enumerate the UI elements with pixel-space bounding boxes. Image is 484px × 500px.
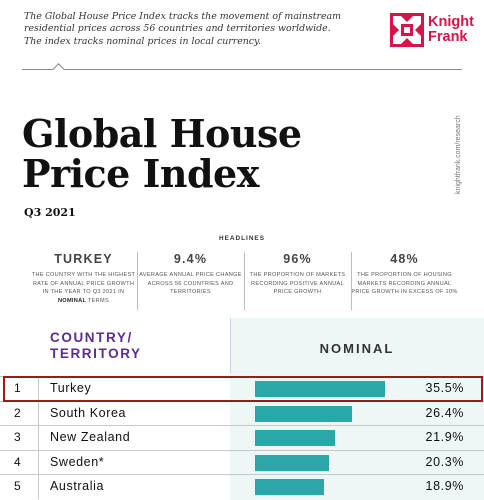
row-divider (38, 450, 39, 475)
column-header-line: COUNTRY/ (50, 330, 133, 345)
stat-description: THE COUNTRY WITH THE HIGHEST RATE OF ANN… (31, 272, 136, 304)
divider-notch (52, 63, 65, 76)
page-title-line: Price Index (22, 151, 259, 196)
quarter-label: Q3 2021 (24, 206, 76, 219)
table-row: 4 Sweden* 20.3% (0, 449, 484, 475)
ranking-table: COUNTRY/ TERRITORY NOMINAL 1 Turkey 35.5% 2… (0, 318, 484, 500)
intro-text: The Global House Price Index tracks the … (24, 11, 364, 48)
side-url-text: knightfrank.com/research (455, 115, 462, 194)
row-bar (255, 454, 330, 471)
knight-frank-logo: Knight Frank (390, 13, 474, 47)
column-header-line: TERRITORY (50, 346, 142, 361)
row-divider (38, 426, 39, 450)
divider-rule (22, 69, 462, 70)
row-rank: 5 (14, 479, 21, 493)
stat-description: AVERAGE ANNUAL PRICE CHANGE ACROSS 56 CO… (139, 272, 242, 296)
stat-block: 48% THE PROPORTION OF HOUSING MARKETS RE… (351, 248, 458, 310)
stat-block: 96% THE PROPORTION OF MARKETS RECORDING … (244, 248, 351, 310)
row-country: Sweden* (50, 454, 105, 469)
header-divider (230, 318, 231, 373)
table-row: 2 South Korea 26.4% (0, 400, 484, 426)
row-country: Australia (50, 479, 105, 493)
headline-stats: TURKEY THE COUNTRY WITH THE HIGHEST RATE… (30, 248, 460, 310)
stat-block: 9.4% AVERAGE ANNUAL PRICE CHANGE ACROSS … (137, 248, 244, 310)
row-value: 26.4% (425, 405, 464, 420)
stat-description: THE PROPORTION OF MARKETS RECORDING POSI… (249, 272, 346, 296)
row-rank: 1 (14, 381, 21, 395)
headlines-label: HEADLINES (219, 235, 265, 242)
row-divider (38, 475, 39, 499)
page-title: Global House Price Index (22, 114, 302, 194)
stat-value: 9.4% (173, 252, 208, 266)
intro-line: The Global House Price Index tracks the … (24, 11, 342, 22)
table-row: 3 New Zealand 21.9% (0, 425, 484, 450)
row-bar (255, 381, 385, 397)
column-header-country: COUNTRY/ TERRITORY (50, 330, 142, 362)
row-country: South Korea (50, 405, 127, 420)
table-row: 5 Australia 18.9% (0, 474, 484, 499)
side-url: knightfrank.com/research (455, 112, 467, 194)
row-value: 20.3% (425, 454, 464, 469)
highlight-box (3, 376, 483, 402)
row-value: 35.5% (425, 381, 464, 395)
row-divider (38, 401, 39, 426)
logo-wordmark-line: Frank (428, 29, 468, 45)
intro-line: The index tracks nominal prices in local… (24, 35, 262, 47)
page-title-line: Global House (22, 111, 302, 156)
row-rank: 3 (14, 430, 21, 444)
logo-wordmark-line: Knight (428, 14, 474, 30)
logo-mark-icon (390, 13, 424, 47)
row-bar (255, 430, 336, 446)
stat-value: 48% (390, 252, 419, 266)
row-divider (38, 377, 39, 401)
row-bar (255, 405, 352, 422)
row-country: New Zealand (50, 430, 131, 444)
stat-value: 96% (283, 252, 312, 266)
stat-block: TURKEY THE COUNTRY WITH THE HIGHEST RATE… (30, 248, 137, 310)
intro-line: residential prices across 56 countries a… (24, 23, 331, 35)
row-value: 21.9% (425, 430, 464, 444)
stat-description: THE PROPORTION OF HOUSING MARKETS RECORD… (351, 272, 458, 296)
stat-value: TURKEY (54, 252, 113, 266)
logo-wordmark: Knight Frank (428, 15, 474, 45)
row-country: Turkey (50, 381, 92, 395)
row-bar (255, 479, 325, 495)
row-rank: 2 (14, 405, 21, 420)
row-value: 18.9% (425, 479, 464, 493)
column-header-nominal: NOMINAL (319, 341, 395, 356)
row-rank: 4 (14, 454, 21, 469)
